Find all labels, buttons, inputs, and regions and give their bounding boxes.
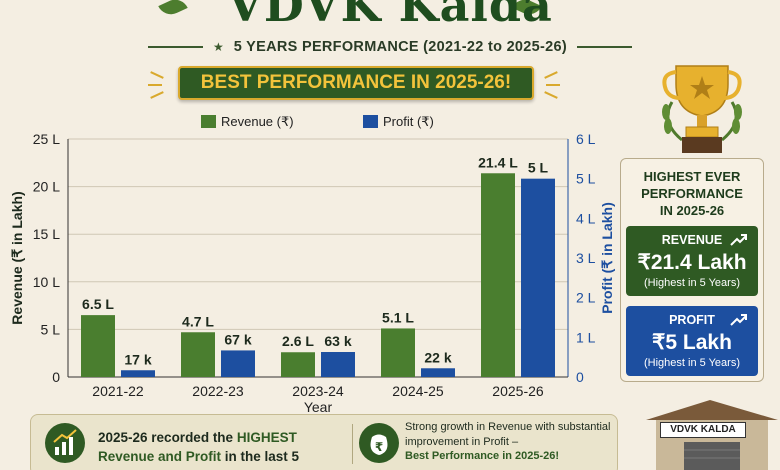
data-label-revenue: 21.4 L [478, 154, 518, 170]
revenue-card-label: REVENUE [661, 233, 723, 247]
ray-icon [150, 91, 164, 99]
data-label-profit: 5 L [528, 160, 549, 176]
y-tick-label-left: 10 L [33, 274, 60, 290]
panel-heading-line: HIGHEST EVER [643, 169, 741, 184]
data-label-profit: 63 k [324, 333, 351, 349]
summary-left-text: 2025-26 recorded the HIGHEST Revenue and… [98, 428, 338, 470]
data-label-profit: 17 k [124, 351, 151, 367]
bar-profit [121, 370, 155, 377]
page-title: VDVK Kalda [227, 0, 553, 32]
data-label-revenue: 4.7 L [182, 313, 214, 329]
x-tick-label: 2024-25 [392, 383, 444, 399]
summary-left-post: in the last 5 years. [98, 449, 300, 470]
data-label-revenue: 6.5 L [82, 296, 114, 312]
profit-card-value: ₹5 Lakh [652, 331, 732, 354]
summary-right-body: Strong growth in Revenue with substantia… [405, 421, 611, 448]
bar-revenue [181, 332, 215, 377]
x-axis-title: Year [304, 399, 333, 415]
summary-left-mid: Revenue and Profit [98, 449, 222, 464]
summary-divider [352, 424, 353, 464]
profit-card-note: (Highest in 5 Years) [644, 357, 740, 369]
bar-revenue [81, 315, 115, 377]
bar-revenue [281, 352, 315, 377]
summary-left-highlight: HIGHEST [236, 430, 297, 445]
x-tick-label: 2023-24 [292, 383, 344, 399]
ray-icon [150, 71, 164, 79]
legend-swatch-profit [363, 115, 378, 128]
bar-revenue [381, 328, 415, 377]
panel-heading: HIGHEST EVER PERFORMANCE IN 2025-26 [620, 168, 764, 219]
revenue-card: REVENUE ₹21.4 Lakh (Highest in 5 Years) [626, 226, 758, 296]
y-tick-label-right: 4 L [576, 210, 596, 226]
y-tick-label-right: 1 L [576, 329, 596, 345]
x-tick-label: 2025-26 [492, 383, 544, 399]
summary-right-text: Strong growth in Revenue with substantia… [405, 420, 615, 464]
growth-chart-icon [45, 423, 85, 463]
data-label-profit: 67 k [224, 331, 251, 347]
shop-sign: VDVK KALDA [660, 422, 746, 438]
y-tick-label-left: 20 L [33, 179, 60, 195]
subtitle: 5 YEARS PERFORMANCE (2021-22 to 2025-26) [233, 39, 568, 55]
data-label-revenue: 2.6 L [282, 333, 314, 349]
bar-profit [221, 350, 255, 377]
x-tick-label: 2022-23 [192, 383, 244, 399]
best-performance-banner: BEST PERFORMANCE IN 2025-26! [178, 66, 534, 100]
bar-chart: 0 5 L 10 L 15 L 20 L 25 L 0 1 L 2 L 3 L 4 L 5 L 6 L 6… [9, 131, 615, 415]
y-tick-label-left: 0 [52, 369, 60, 385]
ray-icon [148, 84, 162, 86]
y-tick-label-right: 5 L [576, 171, 596, 187]
x-tick-label: 2021-22 [92, 383, 144, 399]
ray-icon [544, 71, 558, 79]
bar-revenue [481, 173, 515, 377]
money-bag-icon: ₹ [359, 423, 399, 463]
summary-left-pre: 2025-26 recorded the [98, 430, 237, 445]
trophy-icon [662, 65, 742, 153]
y-tick-label-right: 6 L [576, 131, 596, 147]
profit-card: PROFIT ₹5 Lakh (Highest in 5 Years) [626, 306, 758, 376]
legend-swatch-revenue [201, 115, 216, 128]
revenue-card-value: ₹21.4 Lakh [637, 251, 747, 274]
y-axis-title-right: Profit (₹ in Lakh) [599, 202, 615, 314]
y-tick-label-right: 3 L [576, 250, 596, 266]
ray-icon [544, 91, 558, 99]
y-tick-label-left: 25 L [33, 131, 60, 147]
trend-up-icon [730, 314, 747, 326]
trend-up-icon [730, 234, 747, 246]
bar-profit [321, 352, 355, 377]
star-icon: ★ [212, 40, 224, 54]
legend-label-revenue: Revenue (₹) [221, 114, 294, 129]
divider-line [577, 46, 633, 48]
legend-label-profit: Profit (₹) [383, 114, 434, 129]
y-tick-label-right: 2 L [576, 290, 596, 306]
y-tick-label-right: 0 [576, 369, 584, 385]
revenue-card-note: (Highest in 5 Years) [644, 277, 740, 289]
data-label-revenue: 5.1 L [382, 309, 414, 325]
data-label-profit: 22 k [424, 349, 451, 365]
subtitle-row: ★ 5 YEARS PERFORMANCE (2021-22 to 2025-2… [0, 38, 780, 56]
bar-profit [521, 178, 555, 377]
bar-profit [421, 368, 455, 377]
divider-line [147, 46, 203, 48]
summary-bar [30, 414, 618, 470]
y-tick-label-left: 5 L [41, 321, 61, 337]
profit-card-label: PROFIT [669, 313, 715, 327]
y-tick-label-left: 15 L [33, 226, 60, 242]
y-axis-title-left: Revenue (₹ in Lakh) [9, 191, 25, 324]
summary-right-highlight: Best Performance in 2025-26! [405, 450, 560, 462]
ray-icon [546, 84, 560, 86]
svg-text:₹: ₹ [375, 440, 383, 454]
panel-heading-line: IN 2025-26 [659, 203, 725, 218]
panel-heading-line: PERFORMANCE [641, 186, 743, 201]
